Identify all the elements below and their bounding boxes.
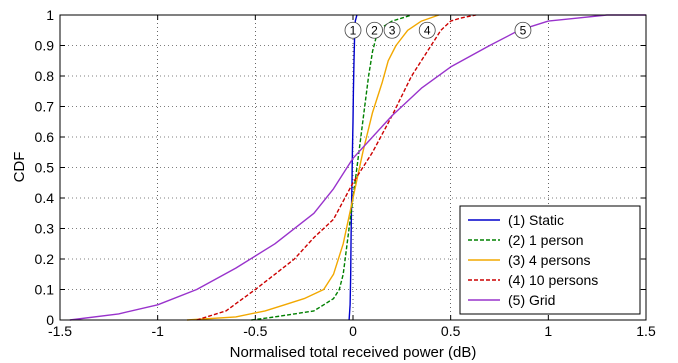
legend-label-4: (4) 10 persons <box>508 272 598 288</box>
y-tick-label: 1 <box>46 7 54 23</box>
x-tick-label: 0.5 <box>441 323 461 339</box>
curve-marker-circle <box>383 21 401 39</box>
x-tick-label: 1 <box>544 323 552 339</box>
y-tick-label: 0.2 <box>35 251 55 267</box>
series-line-4 <box>196 14 477 321</box>
y-tick-label: 0.7 <box>35 99 55 115</box>
curve-marker-label: 1 <box>350 23 357 37</box>
plot-frame <box>59 14 647 321</box>
curve-marker-label: 3 <box>389 23 396 37</box>
y-tick-label: 0.6 <box>35 129 55 145</box>
legend: (1) Static (2) 1 person (3) 4 persons (4) 1… <box>459 205 641 315</box>
y-axis-label: CDF <box>11 152 28 183</box>
curve-marker-label: 2 <box>371 23 378 37</box>
curve-marker-circle <box>366 21 383 39</box>
y-tick-label: 0.4 <box>35 190 55 206</box>
series-line-5 <box>69 14 646 321</box>
x-axis-label: Normalised total received power (dB) <box>230 344 477 361</box>
y-tick-label: 0.1 <box>35 282 55 298</box>
y-tick-label: 0.8 <box>35 68 55 84</box>
x-tick-label: 0 <box>349 323 357 339</box>
x-tick-label: 1.5 <box>636 323 656 339</box>
curve-marker-circle <box>514 21 532 39</box>
curve-marker-label: 5 <box>520 23 527 37</box>
legend-label-1: (1) Static <box>508 212 564 228</box>
y-tick-label: 0.3 <box>35 221 55 237</box>
legend-label-3: (3) 4 persons <box>508 252 590 268</box>
x-tick-label: -1 <box>151 323 164 339</box>
y-tick-label: 0.9 <box>35 38 55 54</box>
legend-label-2: (2) 1 person <box>508 232 583 248</box>
curve-marker-label: 4 <box>424 23 431 37</box>
series-line-3 <box>186 14 440 321</box>
x-tick-label: -0.5 <box>243 323 267 339</box>
curve-marker-circle <box>344 21 362 39</box>
y-tick-label: 0 <box>46 312 54 328</box>
axis-ticks: -1.5 -1 -0.5 0 0.5 1 1.5 0 0.1 0.2 0.3 0.4 0.5 0.6 0.7… <box>35 7 656 339</box>
curve-marker-circle <box>418 21 436 39</box>
legend-label-5: (5) Grid <box>508 292 555 308</box>
series-lines <box>69 14 646 321</box>
y-tick-label: 0.5 <box>35 160 55 176</box>
x-tick-label: -1.5 <box>48 323 72 339</box>
